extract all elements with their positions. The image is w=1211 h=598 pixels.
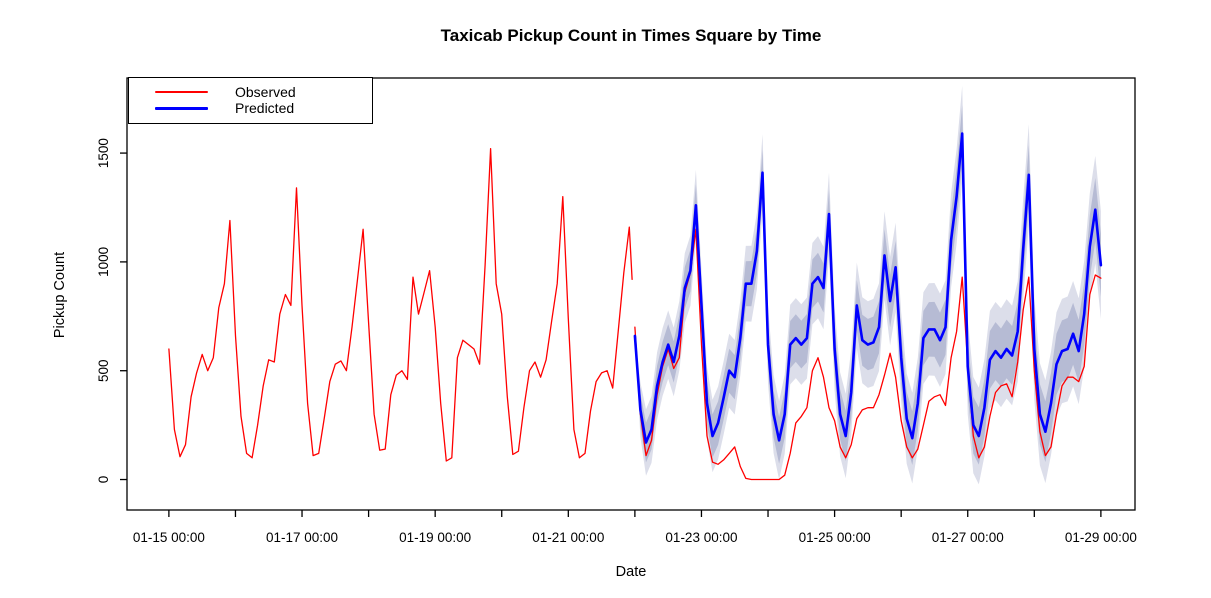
observed-series-line-test (634, 228, 1102, 481)
x-tick-label: 01-19 00:00 (399, 530, 471, 545)
predicted-series-line-forecast (633, 132, 1103, 444)
x-tick-label: 01-15 00:00 (133, 530, 205, 545)
legend-label-observed: Observed (235, 84, 296, 100)
x-tick-label: 01-21 00:00 (532, 530, 604, 545)
legend-item-observed: Observed (129, 84, 372, 100)
plot-frame (126, 77, 1136, 511)
chart-title: Taxicab Pickup Count in Times Square by … (440, 26, 822, 45)
legend-label-predicted: Predicted (235, 100, 295, 116)
observed-series-line-training (168, 148, 633, 462)
y-tick-label: 1000 (96, 247, 111, 277)
x-tick-label: 01-17 00:00 (266, 530, 338, 545)
x-tick-label: 01-25 00:00 (799, 530, 871, 545)
predicted-line-swatch (155, 106, 208, 110)
observed-line-swatch (155, 91, 208, 93)
x-tick-label: 01-27 00:00 (932, 530, 1004, 545)
x-tick-label: 01-23 00:00 (665, 530, 737, 545)
x-tick-label: 01-29 00:00 (1065, 530, 1137, 545)
y-tick-label: 0 (96, 476, 111, 484)
y-tick-label: 1500 (96, 138, 111, 168)
x-axis-title: Date (615, 564, 647, 580)
legend: Observed Predicted (128, 77, 373, 124)
legend-item-predicted: Predicted (129, 100, 372, 116)
y-tick-label: 500 (96, 359, 111, 382)
